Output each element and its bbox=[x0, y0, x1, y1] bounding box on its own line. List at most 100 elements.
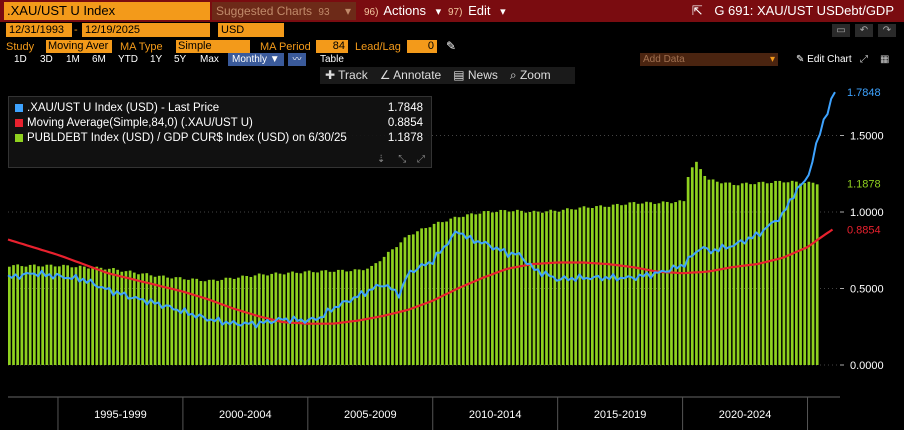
debt-gdp-bar bbox=[399, 242, 403, 365]
settings-icon[interactable]: ▭ bbox=[832, 24, 850, 37]
debt-gdp-bar bbox=[361, 270, 365, 365]
debt-gdp-bar bbox=[603, 206, 607, 365]
legend-panel[interactable]: .XAU/UST U Index (USD) - Last Price 1.78… bbox=[8, 96, 432, 168]
ma-period-input[interactable]: 84 bbox=[316, 40, 348, 53]
legend-item-price[interactable]: .XAU/UST U Index (USD) - Last Price 1.78… bbox=[15, 101, 427, 115]
redo-icon[interactable]: ↷ bbox=[878, 24, 896, 37]
end-date-field[interactable]: 12/19/2025 bbox=[82, 23, 210, 37]
add-data-input[interactable]: Add Data ▾ bbox=[640, 53, 778, 66]
pencil-icon[interactable]: ✎ bbox=[446, 39, 457, 53]
debt-gdp-bar bbox=[328, 271, 332, 365]
debt-gdp-bar bbox=[207, 279, 211, 365]
frequency-select[interactable]: Monthly ▼ bbox=[228, 53, 284, 66]
debt-gdp-bar bbox=[420, 228, 423, 365]
grid-icon[interactable]: ▦ bbox=[880, 54, 890, 65]
edit-menu[interactable]: 97) Edit ▾ bbox=[448, 3, 506, 19]
debt-gdp-bar bbox=[307, 270, 311, 365]
study-select[interactable]: Moving Aver bbox=[46, 40, 112, 53]
debt-gdp-bar bbox=[711, 179, 715, 365]
expand-icon[interactable]: ⤡ bbox=[398, 154, 407, 165]
debt-gdp-bar bbox=[345, 271, 349, 365]
debt-gdp-bar bbox=[790, 180, 794, 365]
debt-gdp-bar bbox=[274, 272, 278, 365]
news-button[interactable]: ▤ News bbox=[448, 67, 505, 84]
edit-chart-button[interactable]: ✎ Edit Chart bbox=[796, 53, 852, 66]
debt-gdp-bar bbox=[303, 271, 307, 365]
legend-item-moving-average[interactable]: Moving Average(Simple,84,0) (.XAU/UST U)… bbox=[15, 116, 427, 130]
ma-type-select[interactable]: Simple bbox=[176, 40, 250, 53]
range-1y[interactable]: 1Y bbox=[150, 54, 163, 65]
debt-gdp-bar bbox=[32, 264, 36, 365]
collapse-icon[interactable]: ⤢ bbox=[417, 154, 425, 165]
study-value: Moving Aver bbox=[48, 40, 109, 52]
debt-gdp-bar bbox=[378, 261, 382, 365]
track-label: Track bbox=[338, 68, 368, 82]
range-6m[interactable]: 6M bbox=[92, 54, 106, 65]
debt-gdp-bar bbox=[686, 177, 690, 365]
annotate-button[interactable]: ∠ Annotate bbox=[375, 67, 448, 84]
currency-value: USD bbox=[221, 24, 245, 36]
debt-gdp-bar bbox=[82, 266, 86, 365]
range-1d[interactable]: 1D bbox=[14, 54, 27, 65]
debt-gdp-bar bbox=[162, 275, 165, 365]
ticker-field[interactable]: .XAU/UST U Index bbox=[4, 2, 210, 20]
debt-gdp-bar bbox=[74, 267, 78, 365]
fullscreen-icon[interactable]: ⤢ bbox=[860, 54, 868, 65]
debt-gdp-bar bbox=[78, 265, 82, 365]
debt-gdp-bar bbox=[216, 280, 219, 365]
debt-gdp-bar bbox=[565, 208, 569, 365]
undo-icon[interactable]: ↶ bbox=[855, 24, 873, 37]
debt-gdp-bar bbox=[524, 212, 528, 365]
track-button[interactable]: ✚ Track bbox=[320, 67, 375, 84]
start-date-field[interactable]: 12/31/1993 bbox=[6, 23, 72, 37]
debt-gdp-bar bbox=[411, 234, 415, 365]
y-tick-label: 1.5000 bbox=[850, 131, 884, 143]
actions-menu-number: 96) bbox=[364, 7, 379, 18]
debt-gdp-bar bbox=[778, 180, 782, 365]
edit-chart-label: Edit Chart bbox=[807, 54, 852, 65]
debt-gdp-bar bbox=[749, 184, 752, 365]
debt-gdp-bar bbox=[386, 251, 390, 365]
lead-lag-input[interactable]: 0 bbox=[407, 40, 437, 53]
debt-gdp-bar bbox=[262, 274, 265, 365]
currency-select[interactable]: USD bbox=[218, 23, 284, 37]
external-link-icon[interactable]: ⇱ bbox=[691, 3, 703, 18]
debt-gdp-bar bbox=[24, 266, 28, 365]
debt-gdp-value-tag-bg bbox=[843, 176, 895, 191]
debt-gdp-bar bbox=[8, 266, 11, 365]
debt-gdp-bar bbox=[341, 269, 344, 365]
range-3d[interactable]: 3D bbox=[40, 54, 53, 65]
legend-grip bbox=[11, 99, 13, 163]
debt-gdp-bar bbox=[87, 268, 90, 365]
legend-item-debt-gdp[interactable]: PUBLDEBT Index (USD) / GDP CUR$ Index (U… bbox=[15, 131, 427, 145]
suggested-charts-number: 93 bbox=[318, 7, 330, 18]
debt-gdp-bar bbox=[715, 181, 719, 365]
debt-gdp-bar bbox=[761, 181, 765, 365]
actions-menu[interactable]: 96) Actions ▾ bbox=[364, 3, 441, 19]
edit-chart-icon: ✎ bbox=[796, 54, 808, 65]
chart-type-icon[interactable]: 〰 bbox=[288, 53, 306, 66]
debt-gdp-bar bbox=[349, 271, 353, 365]
chevron-down-icon: ▾ bbox=[500, 6, 506, 18]
debt-gdp-bar bbox=[745, 182, 748, 365]
range-5y[interactable]: 5Y bbox=[174, 54, 187, 65]
ma-type-label: MA Type bbox=[120, 41, 163, 53]
debt-gdp-bar bbox=[436, 221, 440, 365]
suggested-charts-button[interactable]: Suggested Charts 93 ▾ bbox=[212, 2, 356, 20]
table-button[interactable]: Table bbox=[320, 54, 344, 65]
study-label: Study bbox=[6, 41, 35, 53]
debt-gdp-bar bbox=[116, 269, 119, 365]
range-max[interactable]: Max bbox=[200, 54, 219, 65]
zoom-button[interactable]: ⌕ Zoom bbox=[505, 67, 558, 84]
range-ytd[interactable]: YTD bbox=[118, 54, 138, 65]
debt-gdp-bar bbox=[241, 275, 244, 365]
pin-icon[interactable]: ⇣ bbox=[377, 154, 386, 165]
date-row: 12/31/1993 - 12/19/2025 USD ▭ ↶ ↷ bbox=[0, 23, 904, 39]
debt-gdp-bar bbox=[503, 210, 507, 365]
debt-gdp-bar bbox=[570, 209, 573, 365]
range-1m[interactable]: 1M bbox=[66, 54, 80, 65]
legend-value: 0.8854 bbox=[387, 117, 423, 129]
debt-gdp-bar bbox=[765, 183, 769, 365]
legend-label: Moving Average(Simple,84,0) (.XAU/UST U) bbox=[27, 117, 253, 129]
